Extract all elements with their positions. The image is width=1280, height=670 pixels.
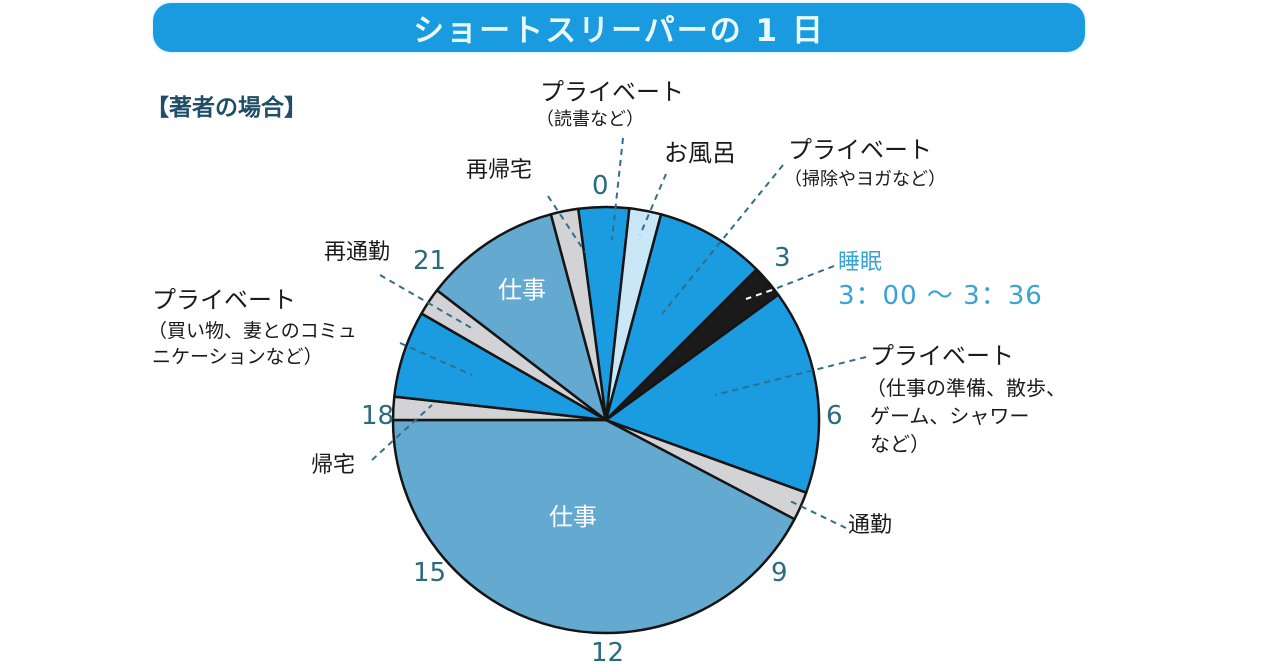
label-re-commute: 再通勤 bbox=[324, 240, 391, 265]
label-bath: お風呂 bbox=[664, 139, 736, 167]
chart-subtitle: 【著者の場合】 bbox=[146, 94, 307, 121]
label-work-day: 仕事 bbox=[549, 503, 597, 531]
label-private-shopping-title: プライベート bbox=[152, 286, 296, 314]
label-private-prep-title: プライベート bbox=[870, 342, 1014, 370]
label-private-prep-sub-3: など） bbox=[870, 432, 930, 456]
label-private-reading-sub: （読書など） bbox=[536, 109, 644, 130]
pie-slices bbox=[391, 205, 821, 635]
label-private-cleaning-sub: （掃除やヨガなど） bbox=[784, 169, 946, 190]
leader-return-home bbox=[371, 404, 433, 461]
label-sleep: 睡眠 bbox=[838, 250, 883, 275]
leader-lines bbox=[371, 137, 867, 529]
hour-tick-6: 6 bbox=[826, 401, 843, 431]
hour-tick-12: 12 bbox=[591, 638, 625, 668]
leader-re-commute bbox=[379, 274, 476, 331]
chart-title: ショートスリーパーの 1 日 bbox=[413, 13, 825, 49]
leader-sleep bbox=[771, 265, 835, 291]
label-private-reading-title: プライベート bbox=[540, 78, 684, 106]
pie-slice-travel bbox=[549, 207, 608, 422]
hour-tick-21: 21 bbox=[413, 246, 447, 276]
label-sleep-time: 3：00 ～ 3：36 bbox=[838, 281, 1043, 311]
label-private-prep-sub-2: ゲーム、シャワー bbox=[870, 404, 1030, 428]
label-private-prep-sub-1: （仕事の準備、散歩、 bbox=[866, 376, 1066, 400]
leader-bath bbox=[639, 173, 667, 236]
leader-re-return-home bbox=[547, 195, 586, 253]
label-commute: 通勤 bbox=[848, 513, 893, 538]
title-bar: ショートスリーパーの 1 日 bbox=[153, 3, 1085, 52]
hour-tick-9: 9 bbox=[771, 558, 788, 588]
pie-slice-private bbox=[604, 293, 821, 494]
pie-slice-private bbox=[604, 213, 758, 422]
hour-tick-18: 18 bbox=[361, 401, 395, 431]
leader-sleep-inner bbox=[745, 289, 773, 300]
label-private-shopping-sub-1: （買い物、妻とのコミュ bbox=[148, 320, 357, 342]
hour-tick-3: 3 bbox=[774, 243, 791, 273]
pie-slice-work bbox=[391, 418, 796, 635]
hour-tick-0: 0 bbox=[592, 171, 609, 201]
label-private-shopping-sub-2: ニケーションなど） bbox=[152, 346, 323, 368]
hour-tick-15: 15 bbox=[413, 558, 447, 588]
leader-private-shopping bbox=[399, 342, 473, 376]
label-work-evening: 仕事 bbox=[498, 276, 546, 304]
leader-private-prep bbox=[714, 356, 867, 396]
leader-private-cleaning bbox=[661, 164, 784, 315]
label-private-cleaning-title: プライベート bbox=[788, 136, 932, 164]
label-return-home: 帰宅 bbox=[311, 453, 356, 478]
label-re-return-home: 再帰宅 bbox=[466, 158, 533, 183]
